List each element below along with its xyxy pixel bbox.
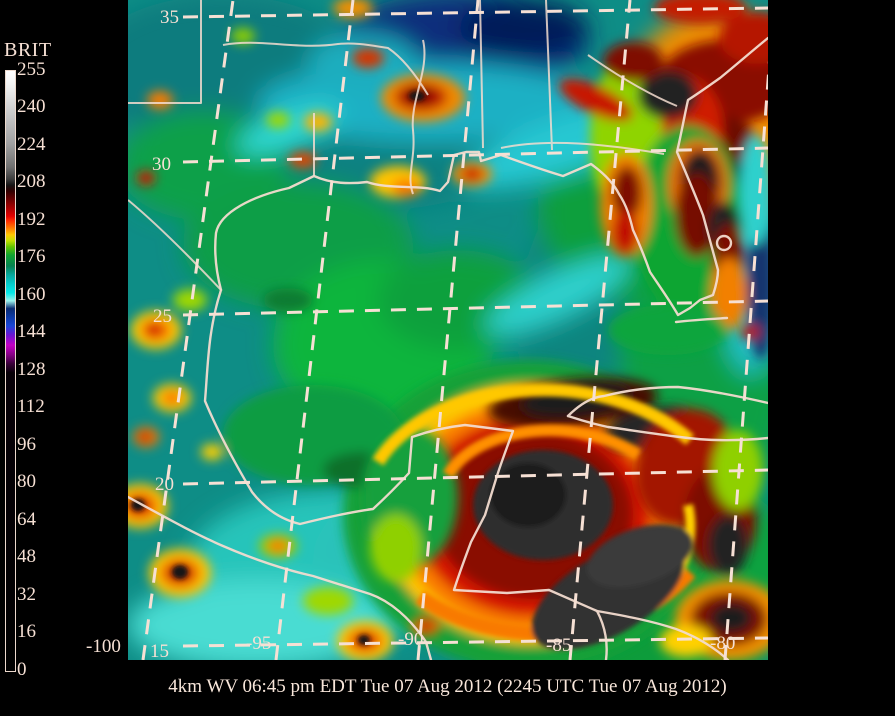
satellite-imagery	[128, 0, 768, 660]
colorbar-tick: 0	[17, 659, 27, 680]
colorbar-tick: 176	[17, 246, 46, 267]
lat-label: 20	[155, 474, 174, 495]
lon-label: -90	[398, 629, 423, 650]
colorbar-tick: 255	[17, 59, 46, 80]
colorbar-tick: 16	[17, 621, 36, 642]
grid-labels: 35 30 25 20 15 -100 -95 -90 -85 -80	[86, 7, 735, 662]
colorbar-tick: 192	[17, 209, 46, 230]
colorbar-tick: 128	[17, 359, 46, 380]
state-borders	[128, 0, 678, 291]
colorbar-title: BRIT	[4, 39, 52, 61]
colorbar-tick: 48	[17, 546, 36, 567]
image-caption: 4km WV 06:45 pm EDT Tue 07 Aug 2012 (224…	[168, 676, 727, 697]
lon-label: -85	[546, 635, 571, 656]
lat-label: 30	[152, 154, 171, 175]
colorbar-tick: 64	[17, 509, 36, 530]
longitude-gridlines	[141, 0, 768, 660]
colorbar-tick: 208	[17, 171, 46, 192]
colorbar-tick: 80	[17, 471, 36, 492]
colorbar-tick: 112	[17, 396, 45, 417]
coastlines	[128, 36, 768, 660]
colorbar-tick: 96	[17, 434, 36, 455]
lon-label: -100	[86, 636, 121, 657]
lon-label: -80	[710, 633, 735, 654]
colorbar-tick: 224	[17, 134, 46, 155]
lat-label: 35	[160, 7, 179, 28]
lat-label: 25	[153, 306, 172, 327]
colorbar-tick: 240	[17, 96, 46, 117]
colorbar-strip	[5, 70, 16, 672]
colorbar-tick: 144	[17, 321, 46, 342]
lon-label: -95	[246, 633, 271, 654]
lat-label: 15	[150, 641, 169, 662]
colorbar-tick: 160	[17, 284, 46, 305]
colorbar-tick: 32	[17, 584, 36, 605]
